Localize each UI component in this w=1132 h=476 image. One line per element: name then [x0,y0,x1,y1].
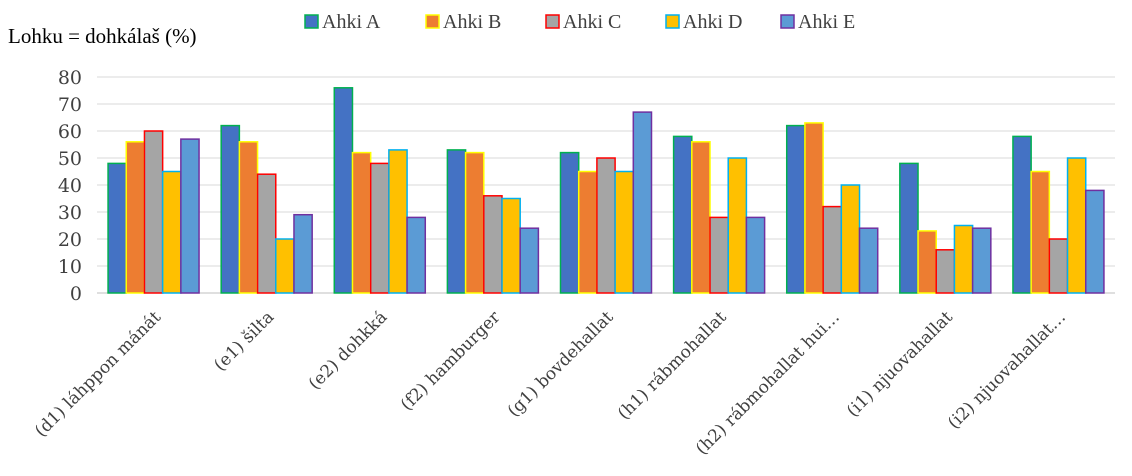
y-tick-label: 30 [58,202,82,224]
legend-swatch [546,15,559,28]
y-axis-label: Lohku = dohkálaš (%) [8,24,197,48]
bar [484,196,502,293]
y-axis-ticks: 0 10 20 30 40 50 60 70 80 [58,67,82,305]
bar [860,228,878,293]
y-tick-label: 50 [58,148,82,170]
y-tick-label: 0 [70,283,82,305]
bar [352,153,370,293]
bar [239,142,257,293]
legend-label: Ahki C [563,11,621,33]
bar [692,142,710,293]
legend-label: Ahki B [443,11,501,33]
bar [334,88,352,293]
bar [918,231,936,293]
bar [561,153,579,293]
bar [258,174,276,293]
bar [407,217,425,293]
bar [710,217,728,293]
y-tick-label: 20 [58,229,82,251]
x-tick-label: (i2) njuovahallat… [944,307,1070,433]
bar [126,142,144,293]
bar [633,112,651,293]
bar [1068,158,1086,293]
bar [389,150,407,293]
bar [466,153,484,293]
x-tick-label: (i1) njuovahallat [843,307,957,421]
bar [371,163,389,293]
y-tick-label: 70 [58,94,82,116]
bar [221,126,239,293]
bar [746,217,764,293]
bar [1086,190,1104,293]
bar [181,139,199,293]
bar [447,150,465,293]
y-tick-label: 10 [58,256,82,278]
x-tick-label: (e1) šilta [210,307,278,375]
legend-swatch [305,15,318,28]
legend-label: Ahki D [683,11,742,33]
x-tick-label: (h1) rábmohallat [614,307,731,424]
legend-swatch [666,15,679,28]
bar [1013,136,1031,293]
y-tick-label: 60 [58,121,82,143]
y-tick-label: 40 [58,175,82,197]
bar [954,226,972,294]
bar [841,185,859,293]
bar [973,228,991,293]
bar [1031,172,1049,294]
bar [144,131,162,293]
bar [674,136,692,293]
bar [900,163,918,293]
bar [805,123,823,293]
bar [615,172,633,294]
bar [108,163,126,293]
bar [276,239,294,293]
legend-label: Ahki A [322,11,381,33]
bar [502,199,520,294]
bar [728,158,746,293]
legend-swatch [426,15,439,28]
x-tick-label: (e2) dohkká [305,307,392,394]
legend-label: Ahki E [798,11,855,33]
x-tick-label: (d1) láhppon mánát [31,307,165,441]
legend-swatch [781,15,794,28]
bars [108,88,1104,293]
legend: Ahki A Ahki B Ahki C Ahki D Ahki E [305,11,855,33]
bar [579,172,597,294]
bar [787,126,805,293]
x-axis-labels: (d1) láhppon mánát (e1) šilta (e2) dohkká(… [31,307,1070,459]
bar [294,215,312,293]
y-tick-label: 80 [58,67,82,89]
x-tick-label: (g1) bovdehallat [504,307,618,421]
x-tick-label: (f2) hamburger [397,307,505,415]
bar [163,172,181,294]
bar [520,228,538,293]
bar [823,207,841,293]
bar [1049,239,1067,293]
bar [936,250,954,293]
bar [597,158,615,293]
